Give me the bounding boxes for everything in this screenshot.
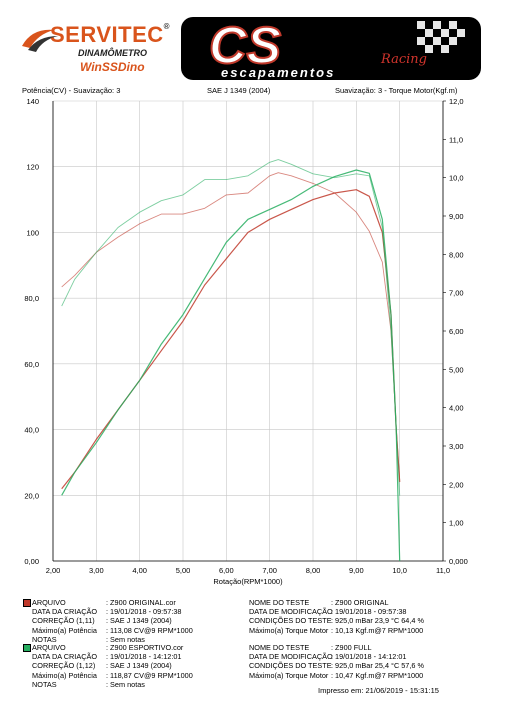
x-axis-label: Rotação(RPM*1000) [213, 577, 283, 586]
info-key: DATA DA CRIAÇÃO [32, 652, 98, 662]
series-line-full-power [61, 169, 401, 562]
info-key: Máximo(a) Potência [32, 625, 97, 635]
y-right-tick-label: 8,00 [449, 250, 464, 259]
chart-top-labels: Potência(CV) - Suavização: 3 SAE J 1349 … [0, 86, 514, 98]
info-value: : Z900 ESPORTIVO.cor [106, 643, 184, 652]
y-right-tick-label: 6,00 [449, 327, 464, 336]
info-key: ARQUIVO [32, 643, 66, 652]
info-key: NOTAS [32, 679, 57, 689]
y-left-tick-label: 0,00 [24, 557, 39, 566]
info-value: : 19/01/2018 - 09:57:38 [106, 607, 182, 617]
info-value: : 925,0 mBar 23,9 °C 64,4 % [331, 616, 424, 626]
info-value: : 10,47 Kgf.m@7 RPM*1000 [331, 670, 424, 680]
standard-caption: SAE J 1349 (2004) [207, 86, 271, 95]
info-key: NOME DO TESTE [249, 643, 310, 652]
y-right-tick-label: 5,00 [449, 365, 464, 374]
x-tick-label: 4,00 [132, 566, 147, 575]
info-value: : 19/01/2018 - 14:12:01 [331, 652, 407, 662]
y-right-tick-label: 11,0 [449, 135, 463, 144]
left-axis-caption: Potência(CV) - Suavização: 3 [22, 86, 121, 95]
cs-escapamentos-logo: CS Racing escapamentos [181, 17, 481, 80]
info-key: CORREÇÃO (1,12) [32, 661, 96, 671]
info-value: : Sem notas [106, 634, 145, 644]
printed-timestamp: Impresso em: 21/06/2019 - 15:31:15 [318, 686, 439, 695]
y-right-tick-label: 3,00 [449, 442, 464, 451]
info-value: : 113,08 CV@9 RPM*1000 [106, 625, 193, 635]
info-value: : 925,0 mBar 25,4 °C 57,6 % [331, 661, 424, 671]
info-key: CORREÇÃO (1,11) [32, 616, 95, 626]
y-left-tick-label: 20,0 [24, 491, 39, 500]
info-value: : SAE J 1349 (2004) [106, 661, 172, 671]
info-value: : Sem notas [106, 679, 145, 689]
brand-name: SERVITEC® [50, 22, 171, 47]
y-right-tick-label: 4,00 [449, 404, 464, 413]
y-left-tick-label: 140 [26, 97, 39, 106]
y-left-tick-label: 80,0 [24, 294, 39, 303]
info-value: : 19/01/2018 - 09:57:38 [331, 607, 407, 617]
x-tick-label: 2,00 [46, 566, 61, 575]
info-key: DATA DA CRIAÇÃO [32, 607, 98, 617]
info-key: Máximo(a) Torque Motor [249, 625, 329, 635]
info-key: NOME DO TESTE [249, 598, 310, 607]
series-line-original-torque [61, 172, 401, 481]
y-right-tick-label: 9,00 [449, 212, 464, 221]
info-key: Máximo(a) Potência [32, 670, 97, 680]
y-left-tick-label: 120 [26, 163, 39, 172]
x-tick-label: 5,00 [176, 566, 191, 575]
brand-software: WinSSDino [80, 60, 145, 74]
right-axis-caption: Suavização: 3 - Torque Motor(Kgf.m) [335, 86, 458, 95]
y-right-tick-label: 2,00 [449, 480, 464, 489]
y-right-tick-label: 12,0 [449, 97, 464, 106]
servitec-swoosh-icon [22, 29, 58, 52]
run1-color-swatch [23, 599, 31, 607]
info-value: : 19/01/2018 - 14:12:01 [106, 652, 182, 662]
y-right-tick-label: 10,0 [449, 174, 464, 183]
x-tick-label: 3,00 [89, 566, 104, 575]
y-right-tick-label: 1,00 [449, 519, 464, 528]
x-tick-label: 11,0 [436, 566, 450, 575]
info-value: : Z900 FULL [331, 643, 372, 652]
info-value: : Z900 ORIGINAL [331, 598, 389, 607]
info-key: DATA DE MODIFICAÇÃO [249, 607, 333, 617]
info-key: Máximo(a) Torque Motor [249, 670, 329, 680]
cs-logo-letters: CS [209, 17, 282, 75]
y-right-tick-label: 0,000 [449, 557, 468, 566]
y-left-tick-label: 100 [26, 228, 39, 237]
info-value: : SAE J 1349 (2004) [106, 616, 172, 626]
y-left-tick-label: 40,0 [24, 426, 39, 435]
header: SERVITEC® DINAMÔMETRO WinSSDino CS Racin… [0, 0, 514, 84]
x-tick-label: 8,00 [306, 566, 321, 575]
cs-logo-subtitle: escapamentos [221, 65, 335, 80]
info-key: DATA DE MODIFICAÇÃO [249, 652, 333, 662]
y-left-tick-label: 60,0 [24, 360, 39, 369]
info-value: : Z900 ORIGINAL.cor [106, 598, 176, 607]
info-value: : 118,87 CV@9 RPM*1000 [106, 670, 193, 680]
info-key: CONDIÇÕES DO TESTE [249, 661, 332, 671]
info-value: : 10,13 Kgf.m@7 RPM*1000 [331, 625, 424, 635]
y-right-tick-label: 7,00 [449, 289, 464, 298]
run2-color-swatch [23, 644, 31, 652]
series-line-full-torque [61, 159, 401, 496]
servitec-logo: SERVITEC® DINAMÔMETRO WinSSDino [20, 22, 170, 82]
x-tick-label: 7,00 [262, 566, 277, 575]
info-key: ARQUIVO [32, 598, 66, 607]
x-tick-label: 6,00 [219, 566, 234, 575]
x-tick-label: 10,0 [392, 566, 407, 575]
x-tick-label: 9,00 [349, 566, 364, 575]
brand-subtitle: DINAMÔMETRO [78, 48, 147, 58]
cs-logo-script: Racing [380, 52, 427, 67]
dyno-chart: 2,00 3,00 4,00 5,00 6,00 7,00 8,00 9,00 10,0 11,0… [24, 97, 468, 586]
info-key: CONDIÇÕES DO TESTE [249, 616, 332, 626]
info-key: NOTAS [32, 634, 57, 644]
